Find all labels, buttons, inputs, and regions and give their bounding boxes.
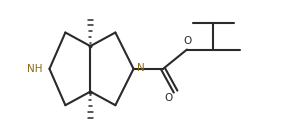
Text: N: N (137, 63, 145, 73)
Text: O: O (183, 36, 192, 46)
Text: NH: NH (27, 64, 43, 74)
Text: O: O (165, 93, 173, 103)
